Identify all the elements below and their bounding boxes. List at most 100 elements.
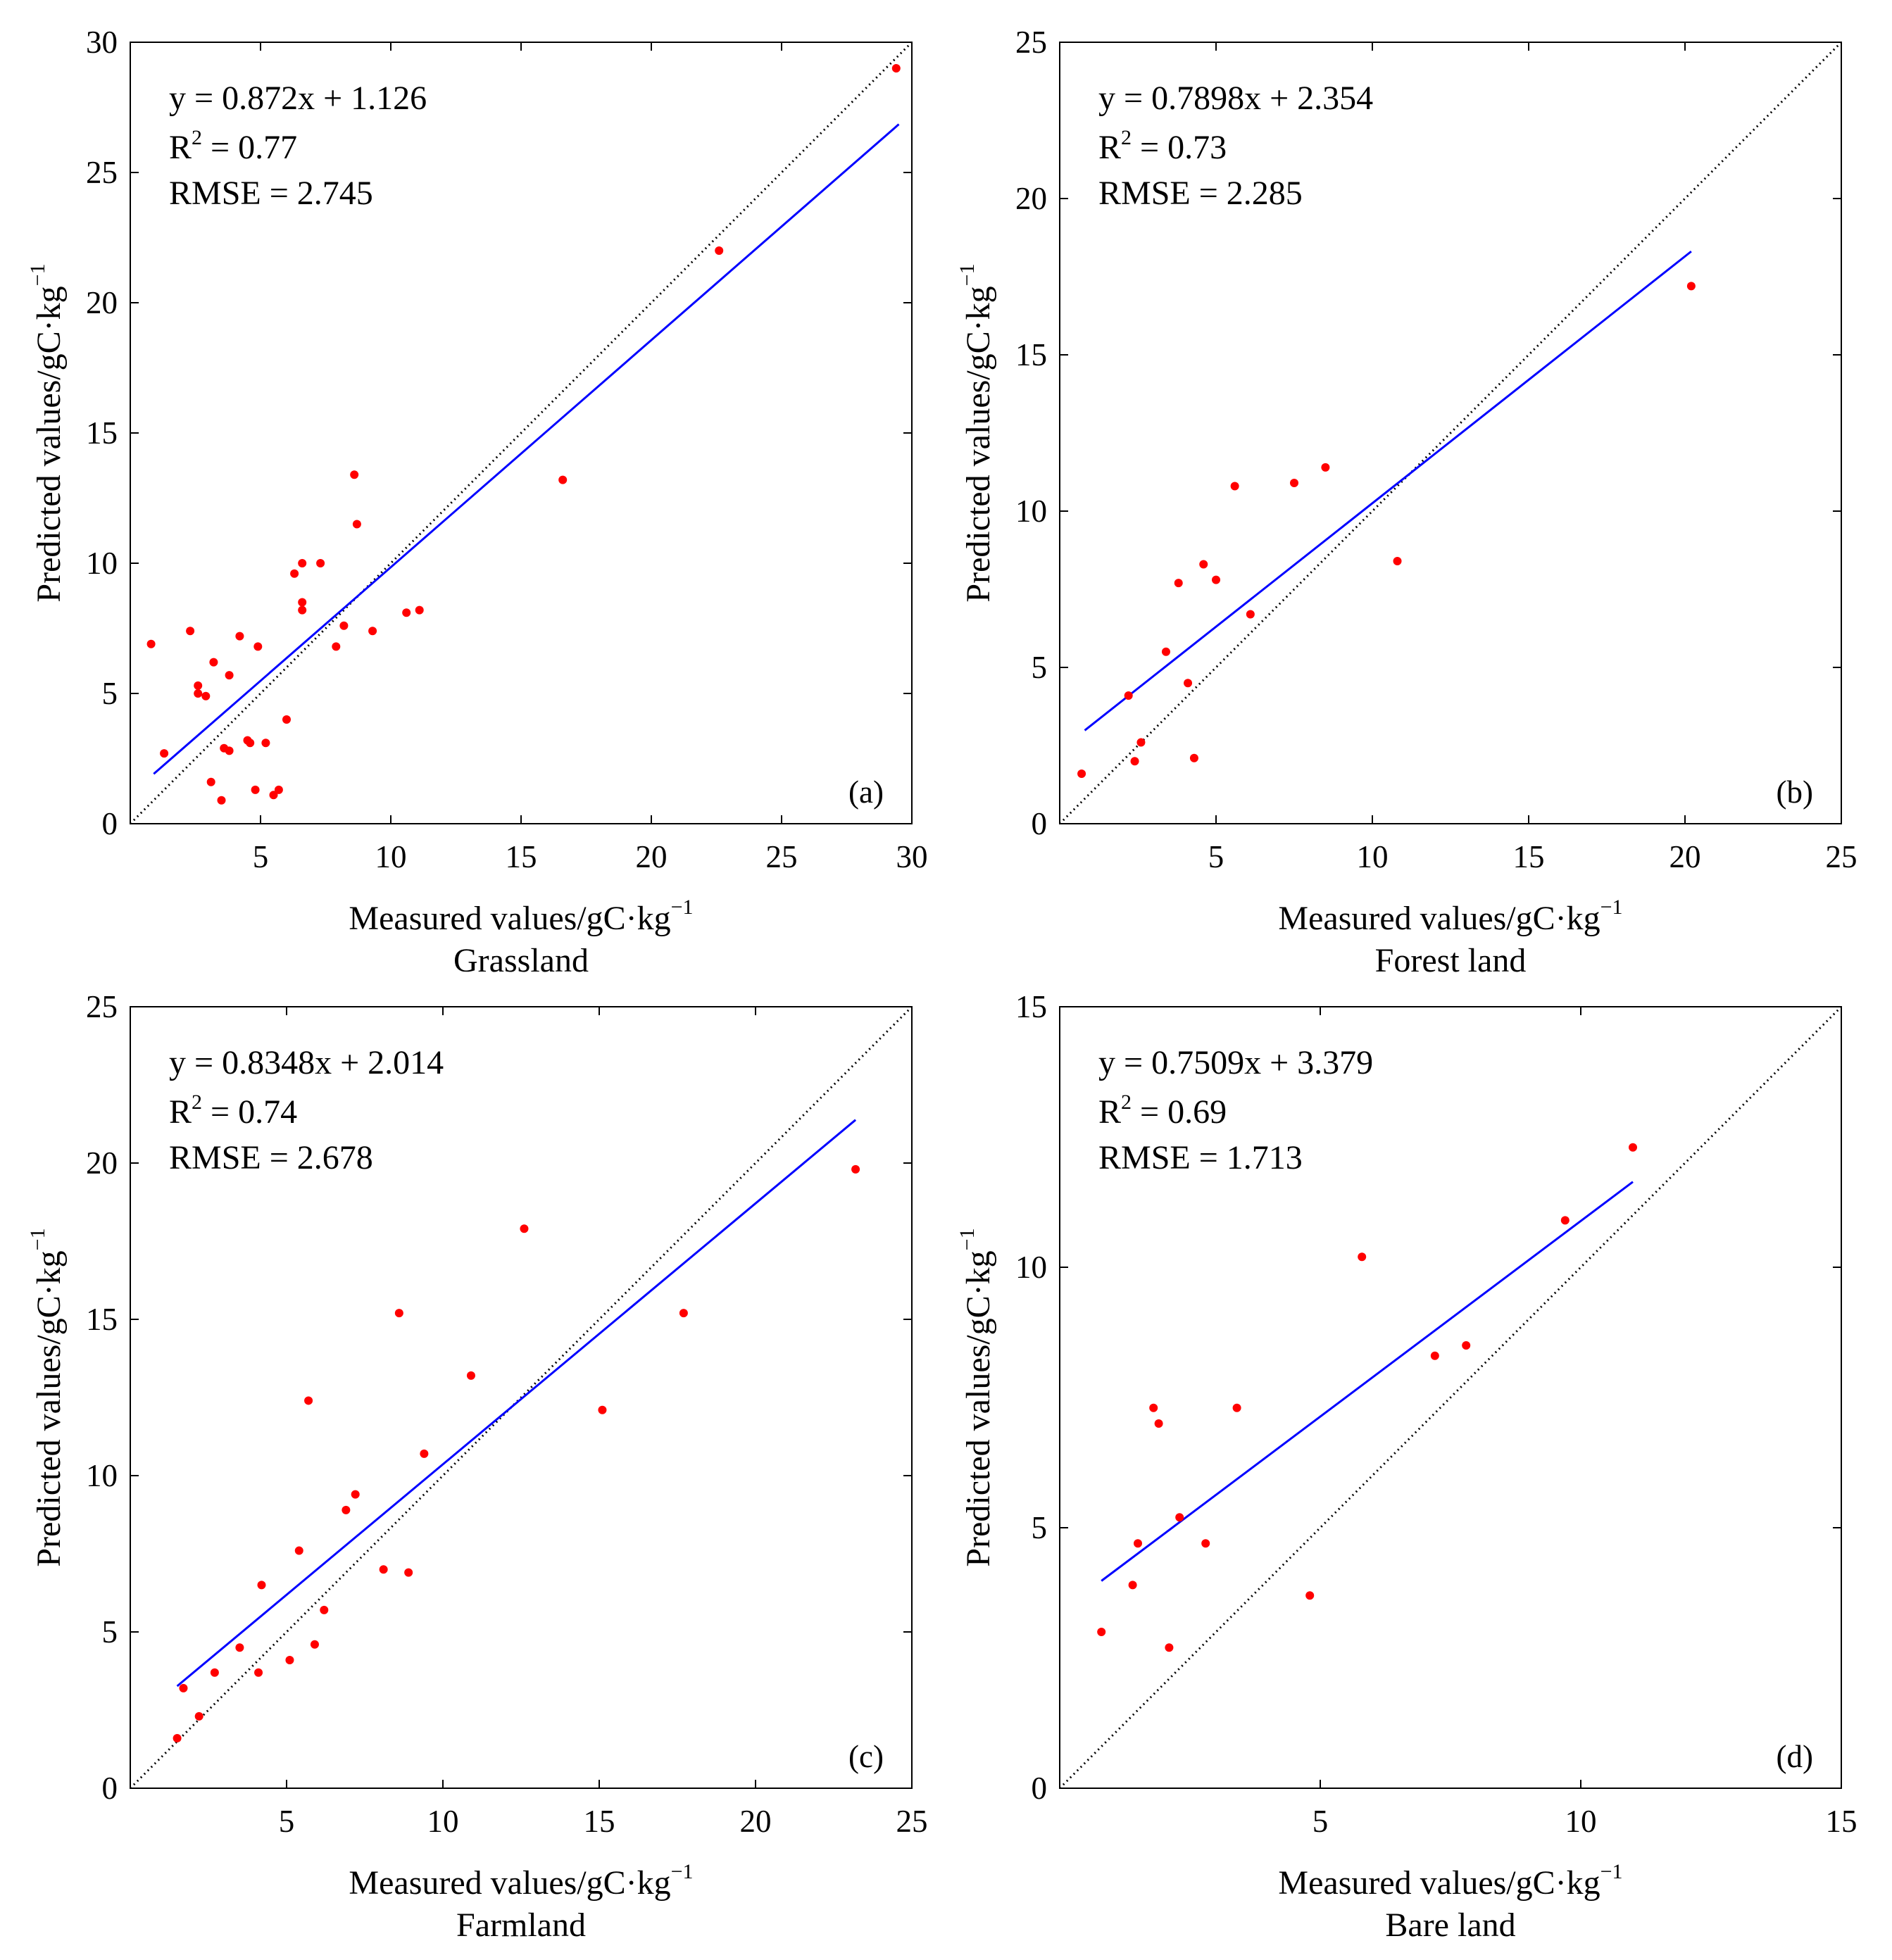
data-point	[261, 739, 270, 748]
data-point	[235, 632, 244, 641]
r-squared-symbol: R	[169, 1093, 192, 1131]
y-axis-label-text: Predicted values/gC·kg	[960, 1250, 997, 1566]
data-point	[1149, 1403, 1158, 1412]
x-tick-label: 15	[584, 1804, 615, 1839]
r-squared-value: = 0.74	[202, 1093, 297, 1131]
identity-line	[129, 41, 913, 825]
r-squared-value: = 0.73	[1132, 129, 1227, 166]
r-squared: R2 = 0.77	[169, 126, 297, 166]
panel-label: (a)	[848, 774, 884, 810]
data-point	[1097, 1628, 1106, 1636]
data-point	[1321, 463, 1330, 472]
y-tick-label: 10	[86, 546, 118, 581]
data-point	[316, 559, 325, 567]
y-axis-label-text: Predicted values/gC·kg	[30, 1250, 68, 1566]
land-type-caption: Forest land	[1375, 942, 1527, 979]
r-squared-exponent: 2	[1121, 1091, 1132, 1114]
data-point	[298, 605, 307, 615]
rmse-value: RMSE = 2.678	[169, 1139, 373, 1176]
x-tick-label: 5	[279, 1804, 295, 1839]
panel-label: (c)	[848, 1739, 884, 1774]
regression-equation: y = 0.7898x + 2.354	[1098, 80, 1373, 117]
data-point	[351, 1490, 360, 1499]
y-axis-label: Predicted values/gC·kg−1	[956, 263, 997, 602]
data-point	[186, 627, 195, 636]
data-point	[282, 715, 291, 724]
data-point	[332, 642, 341, 651]
y-tick-label: 15	[1015, 989, 1047, 1024]
data-point	[225, 746, 234, 755]
data-point	[1136, 738, 1146, 747]
regression-line	[1084, 250, 1692, 731]
x-tick-label: 20	[1669, 839, 1701, 874]
chart-panel-3: 5 10 15 20 25 0 5 10 15 20 25 y = 0.8348x + 2.014 R2…	[26, 989, 928, 1944]
y-axis-label: Predicted values/gC·kg−1	[26, 263, 68, 602]
plot-frame	[1059, 42, 1842, 824]
x-axis-label-text: Measured values/gC·kg	[1278, 1864, 1600, 1902]
chart-panel-2: 5 10 15 20 25 0 5 10 15 20 25 y = 0.7898x + 2.354 R2…	[956, 25, 1857, 979]
data-point	[310, 1640, 319, 1649]
data-point	[679, 1309, 688, 1318]
x-tick-label: 5	[1313, 1804, 1329, 1839]
data-point	[1629, 1143, 1637, 1152]
y-tick-label: 25	[86, 989, 118, 1024]
y-tick-label: 10	[86, 1458, 118, 1493]
data-point	[1175, 1513, 1184, 1522]
data-point	[146, 639, 156, 648]
x-tick-label: 20	[636, 839, 668, 874]
data-point	[368, 627, 377, 636]
y-axis-label: Predicted values/gC·kg−1	[956, 1228, 997, 1566]
data-point	[1230, 482, 1239, 491]
rmse-value: RMSE = 2.285	[1098, 175, 1303, 212]
y-tick-label: 0	[102, 1771, 118, 1806]
x-tick-label: 10	[1357, 839, 1389, 874]
x-axis-label-text: Measured values/gC·kg	[349, 900, 670, 937]
y-tick-label: 15	[86, 1302, 118, 1337]
data-point	[415, 605, 424, 615]
data-point	[1161, 647, 1170, 656]
y-tick-label: 15	[1015, 337, 1047, 372]
r-squared-exponent: 2	[1121, 126, 1132, 149]
data-point	[1128, 1581, 1137, 1590]
data-point	[466, 1371, 475, 1380]
x-tick-label: 10	[375, 839, 407, 874]
x-tick-label: 25	[766, 839, 798, 874]
data-point	[1154, 1419, 1163, 1428]
data-point	[1212, 575, 1220, 584]
y-axis-label-text: Predicted values/gC·kg	[960, 286, 997, 602]
plot-frame	[1059, 1006, 1842, 1789]
data-point	[402, 608, 411, 617]
y-axis-label-exponent: −1	[956, 1228, 979, 1250]
r-squared-value: = 0.77	[202, 129, 297, 166]
land-type-caption: Bare land	[1385, 1906, 1515, 1944]
land-type-caption: Farmland	[456, 1906, 586, 1944]
y-tick-label: 10	[1015, 494, 1047, 529]
data-point	[251, 785, 260, 794]
y-tick-label: 25	[1015, 25, 1047, 60]
regression-equation: y = 0.872x + 1.126	[169, 80, 427, 117]
r-squared-symbol: R	[1098, 129, 1121, 166]
x-tick-label: 30	[896, 839, 928, 874]
data-point	[210, 1668, 219, 1677]
data-point	[254, 1668, 263, 1677]
y-axis-label-exponent: −1	[26, 1228, 49, 1250]
data-point	[1430, 1351, 1439, 1360]
data-point	[404, 1568, 413, 1577]
data-point	[257, 1581, 266, 1590]
x-axis-label-exponent: −1	[1600, 896, 1623, 919]
y-tick-label: 0	[1032, 1771, 1048, 1806]
data-point	[290, 569, 299, 578]
regression-line	[1101, 1181, 1634, 1582]
x-axis-label: Measured values/gC·kg−1	[1278, 1860, 1622, 1902]
x-tick-label: 10	[1565, 1804, 1597, 1839]
data-point	[851, 1164, 860, 1174]
data-point	[394, 1309, 403, 1318]
data-point	[1462, 1341, 1471, 1350]
data-point	[269, 791, 278, 800]
data-point	[274, 785, 283, 794]
x-axis-label-exponent: −1	[671, 896, 694, 919]
r-squared-exponent: 2	[192, 126, 202, 149]
data-point	[1174, 579, 1183, 588]
y-tick-label: 5	[102, 1614, 118, 1650]
y-axis-label-text: Predicted values/gC·kg	[30, 286, 68, 602]
